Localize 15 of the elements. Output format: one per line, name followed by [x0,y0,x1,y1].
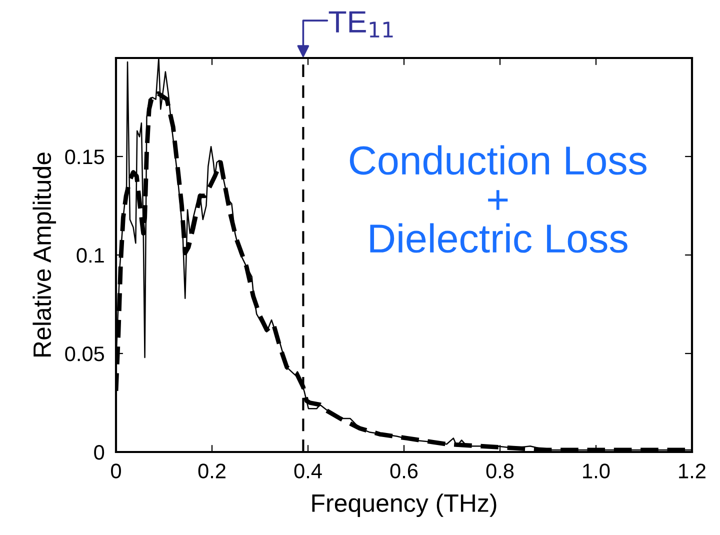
ref-line-label: TE$_{11}$ [328,11,393,38]
y-tick-label: 0.05 [65,346,104,362]
annotation: Conduction Loss + Dielectric Loss [350,145,646,253]
x-tick-label: 1.2 [679,464,706,478]
x-axis-title: Frequency (THz) [312,494,496,517]
x-tick-label: 0.8 [486,464,514,478]
x-tick-label: 0.6 [390,464,418,478]
x-tick-label: 1.0 [583,464,610,478]
x-tick-label: 0.4 [294,464,322,478]
y-axis-title: Relative Amplitude [32,152,56,356]
y-tick-label: 0.1 [76,248,104,263]
x-tick-label: 0.2 [198,464,226,478]
y-tick-label: 0.15 [65,150,104,164]
y-tick-label: 0 [94,445,104,460]
x-tick-label: 0 [111,464,121,478]
